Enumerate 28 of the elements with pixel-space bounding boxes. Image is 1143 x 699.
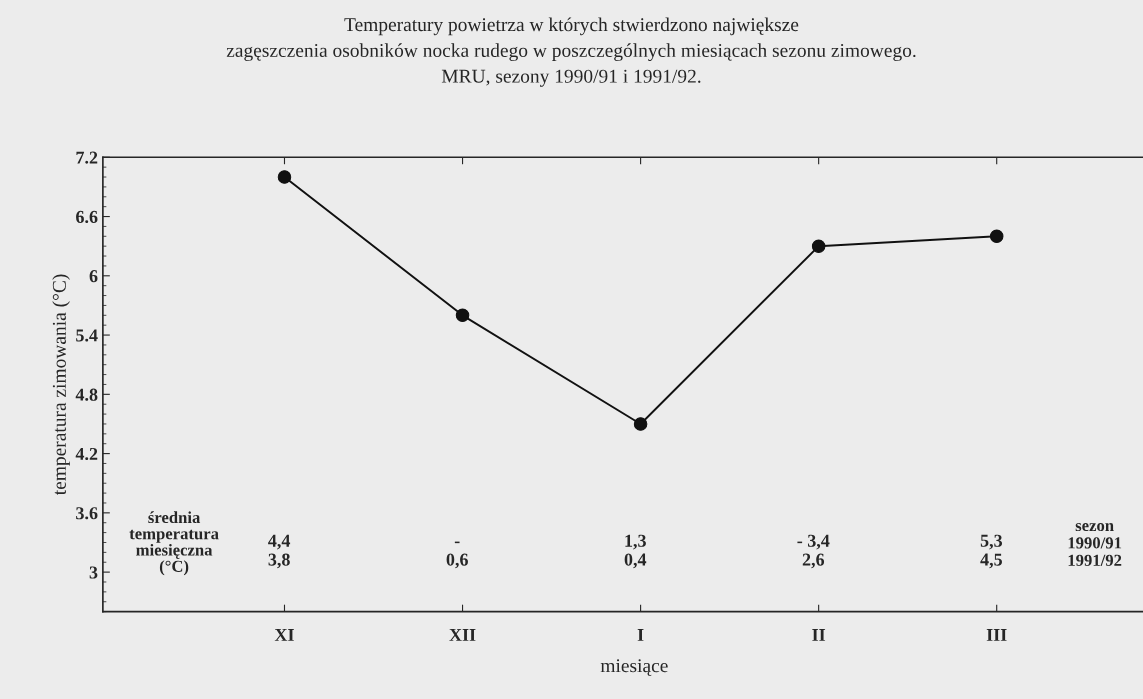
annotation: średnia temperatura miesięczna (°C) [129,511,219,576]
x-tick-label: I [637,629,644,641]
annotation: sezon 1990/91 1991/92 [1068,523,1122,566]
y-tick-label: 4.2 [75,447,98,461]
y-tick-label: 6 [89,270,98,283]
y-tick-label: 4.8 [75,388,98,401]
annotation: - 3,4 2,6 [797,534,830,569]
y-tick-label: 7.2 [76,151,98,164]
chart-title: Temperatury powietrza w których stwierdzono największe zagęszczenia osobników nocka rudego w poszczególnych miesiącach sezonu zimowego. MRU, sezony 1990/91 i 1991/92. [226,17,916,87]
point [811,239,826,253]
x-tick-label: III [986,629,1007,641]
y-tick-label: 3.6 [76,507,98,520]
annotation: 4,4 3,8 [268,534,291,569]
annotation: 1,3 0,4 [624,534,647,569]
y-tick-label: 5.4 [76,329,98,342]
point [633,417,648,431]
point [989,229,1004,244]
annotation: - 0,6 [446,541,468,569]
x-axis-title: miesiące [600,659,668,676]
x-tick-label: XII [449,629,476,641]
point [455,308,470,323]
x-tick-label: XI [274,629,294,641]
point [277,170,292,184]
x-tick-label: II [812,629,826,641]
y-axis-title: temperatura zimowania (°C) [52,274,70,496]
y-tick-label: 3 [89,566,98,579]
annotation: 5,3 4,5 [980,534,1003,569]
y-tick-label: 6.6 [76,210,98,224]
